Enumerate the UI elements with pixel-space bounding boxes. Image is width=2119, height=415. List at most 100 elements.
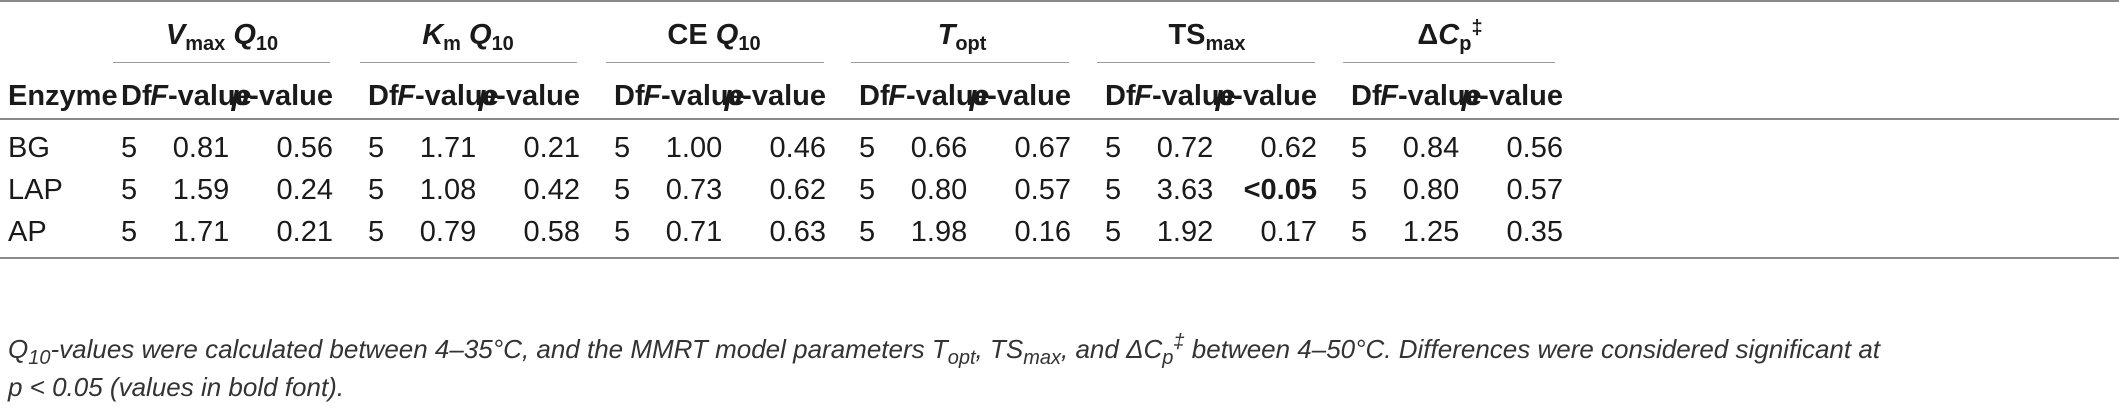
f-value: 0.80 [1402, 174, 1460, 206]
cell-f-value: 0.84 [1403, 130, 1459, 166]
cell-p-value: 0.17 [1261, 214, 1317, 250]
cell-enzyme: AP [8, 214, 47, 250]
cell-p-value: 0.35 [1507, 214, 1563, 250]
f-value: 1.92 [1156, 216, 1214, 248]
column-label: -value [1479, 80, 1563, 112]
df-value: 5 [121, 216, 138, 248]
p-value: 0.62 [769, 174, 826, 206]
cell-f-value: 0.73 [666, 172, 722, 208]
cell-df: 5 [1105, 214, 1121, 250]
cell-p-value: 0.21 [277, 214, 333, 250]
group-underline [1343, 62, 1555, 63]
f-value: 0.66 [910, 132, 968, 164]
column-header-p-value: p-value [231, 78, 333, 114]
cell-df: 5 [368, 214, 384, 250]
column-header-df: Df [859, 78, 890, 114]
cell-f-value: 1.00 [666, 130, 722, 166]
header-bottom-rule [0, 118, 2119, 120]
p-value: 0.63 [769, 216, 826, 248]
cell-f-value: 0.80 [1403, 172, 1459, 208]
p-value: 0.17 [1260, 216, 1317, 248]
f-value: 0.84 [1402, 132, 1460, 164]
column-label: -value [414, 80, 499, 112]
cell-f-value: 0.80 [911, 172, 967, 208]
column-label: -value [905, 80, 990, 112]
column-label-italic: F [150, 80, 168, 112]
column-header-p-value: p-value [724, 78, 826, 114]
cell-df: 5 [614, 172, 630, 208]
cell-enzyme: LAP [8, 172, 63, 208]
column-label: Df [1351, 80, 1382, 112]
column-label-italic: F [1134, 80, 1152, 112]
group-subscript: max [185, 33, 226, 55]
cell-f-value: 0.79 [420, 214, 476, 250]
df-value: 5 [859, 132, 876, 164]
column-label-italic: F [1380, 80, 1398, 112]
cell-f-value: 1.08 [420, 172, 476, 208]
cell-p-value: 0.56 [277, 130, 333, 166]
column-label-italic: p [724, 80, 743, 112]
group-q-subscript: 10 [738, 33, 761, 55]
df-value: 5 [859, 216, 876, 248]
group-symbol: T [937, 19, 956, 51]
column-header-f-value: F-value [1134, 78, 1236, 114]
f-value: 1.71 [172, 216, 230, 248]
cell-p-value: 0.63 [770, 214, 826, 250]
column-label: -value [1151, 80, 1236, 112]
f-value: 0.79 [419, 216, 477, 248]
f-value: 0.80 [910, 174, 968, 206]
column-label: -value [167, 80, 252, 112]
cell-f-value: 3.63 [1157, 172, 1213, 208]
column-header-p-value: p-value [969, 78, 1071, 114]
group-symbol: K [422, 19, 444, 51]
f-value: 0.71 [665, 216, 723, 248]
group-subscript: max [1205, 33, 1246, 55]
p-value: 0.42 [523, 174, 580, 206]
group-header: Km Q10 [422, 17, 514, 55]
f-value: 1.25 [1402, 216, 1460, 248]
df-value: 5 [368, 174, 385, 206]
column-header-p-value: p-value [478, 78, 580, 114]
enzyme-name: AP [8, 216, 47, 248]
group-header: CE Q10 [667, 17, 761, 55]
cell-f-value: 1.71 [173, 214, 229, 250]
group-header: ΔCp‡ [1417, 17, 1482, 54]
column-header-df: Df [1351, 78, 1382, 114]
p-value: 0.46 [769, 132, 826, 164]
group-header: TSmax [1168, 17, 1246, 55]
cell-f-value: 1.25 [1403, 214, 1459, 250]
column-header-df: Df [614, 78, 645, 114]
group-underline [1097, 62, 1315, 63]
cell-df: 5 [1105, 172, 1121, 208]
column-header-f-value: F-value [1380, 78, 1482, 114]
column-header-enzyme: Enzyme [8, 78, 118, 114]
cell-p-value-significant: <0.05 [1244, 172, 1317, 208]
cell-f-value: 0.81 [173, 130, 229, 166]
cell-p-value: 0.62 [1261, 130, 1317, 166]
group-q-subscript: 10 [255, 33, 279, 55]
column-header-f-value: F-value [888, 78, 990, 114]
cell-p-value: 0.16 [1015, 214, 1071, 250]
p-value: 0.58 [523, 216, 580, 248]
cell-f-value: 1.59 [173, 172, 229, 208]
group-prefix: CE [667, 19, 708, 51]
column-header-f-value: F-value [643, 78, 745, 114]
column-header-df: Df [121, 78, 152, 114]
column-label: -value [660, 80, 745, 112]
df-value: 5 [1105, 216, 1122, 248]
cell-p-value: 0.67 [1015, 130, 1071, 166]
p-value: 0.35 [1506, 216, 1563, 248]
group-q: Q [233, 19, 256, 51]
p-value: 0.21 [523, 132, 580, 164]
column-label: -value [742, 80, 826, 112]
df-value: 5 [368, 216, 385, 248]
footnote-line-2: p < 0.05 (values in bold font). [8, 372, 345, 402]
column-label: Df [614, 80, 645, 112]
df-value: 5 [614, 216, 631, 248]
cell-p-value: 0.42 [524, 172, 580, 208]
cell-f-value: 1.92 [1157, 214, 1213, 250]
group-q: Q [715, 19, 739, 51]
df-value: 5 [614, 174, 631, 206]
group-subscript: m [443, 33, 461, 55]
column-label: -value [987, 80, 1071, 112]
